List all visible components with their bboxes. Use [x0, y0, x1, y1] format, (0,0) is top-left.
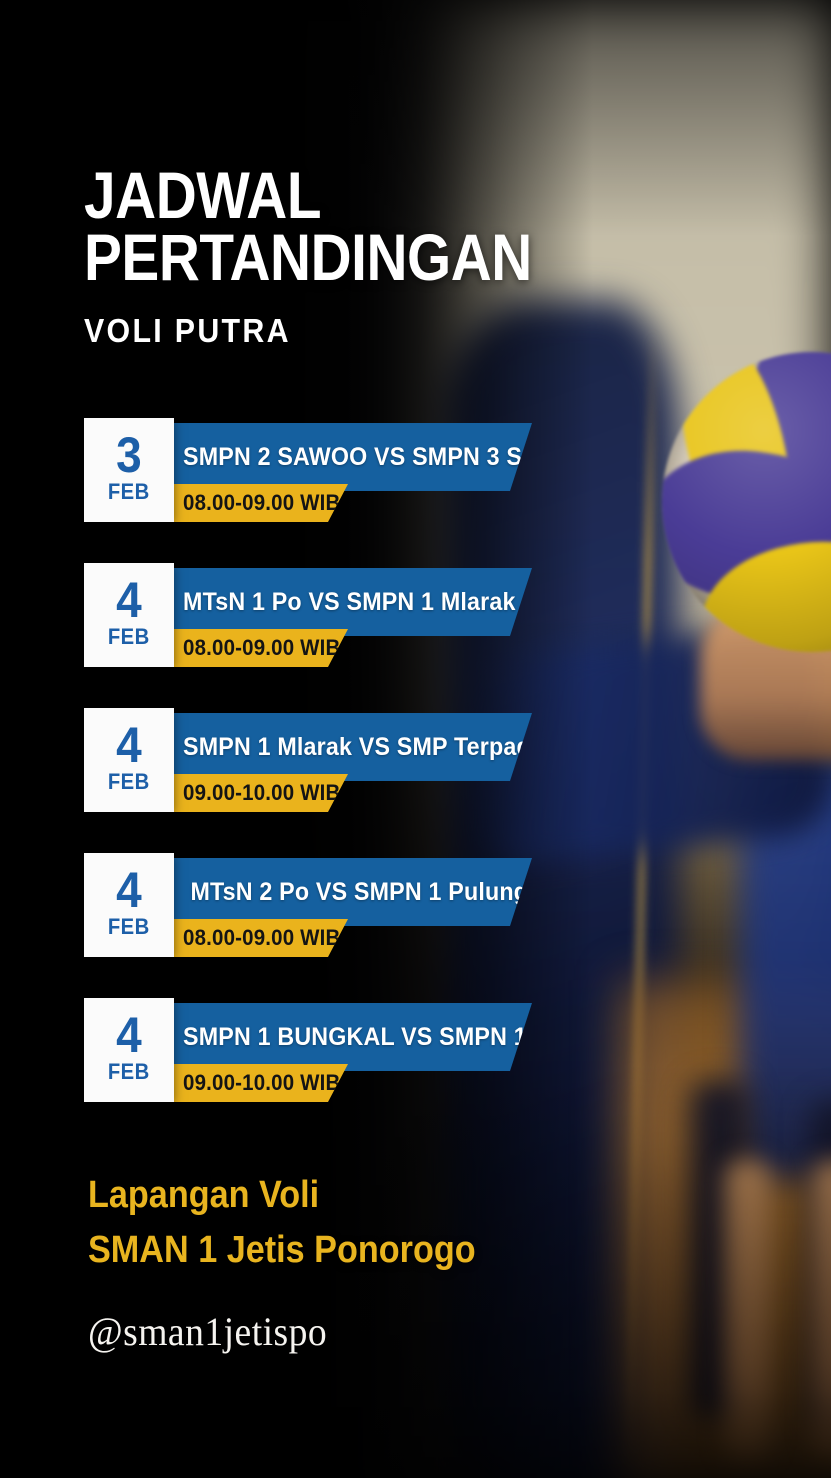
- date-month: FEB: [108, 914, 150, 939]
- schedule-row: 4 FEB MTsN 1 Po VS SMPN 1 Mlarak 08.00-0…: [0, 563, 831, 675]
- date-month: FEB: [108, 624, 150, 649]
- schedule-list: 3 FEB SMPN 2 SAWOO VS SMPN 3 SAMBIT 08.0…: [0, 418, 831, 1143]
- match-label: MTsN 1 Po VS SMPN 1 Mlarak: [183, 587, 516, 616]
- time-label: 09.00-10.00 WIB: [183, 780, 341, 805]
- match-banner: SMPN 1 BUNGKAL VS SMPN 1 SAMBIT: [170, 1003, 532, 1071]
- time-banner: 08.00-09.00 WIB: [170, 629, 348, 667]
- page-subtitle: VOLI PUTRA: [84, 312, 291, 350]
- date-day: 3: [116, 427, 142, 483]
- heading-block: JADWAL PERTANDINGAN VOLI PUTRA: [84, 158, 605, 350]
- venue-line-1: Lapangan Voli: [88, 1174, 320, 1216]
- match-banner: SMPN 2 SAWOO VS SMPN 3 SAMBIT: [170, 423, 532, 491]
- time-banner: 09.00-10.00 WIB: [170, 1064, 348, 1102]
- date-badge: 4 FEB: [84, 853, 174, 957]
- date-badge: 4 FEB: [84, 708, 174, 812]
- footer-block: Lapangan Voli SMAN 1 Jetis Ponorogo @sma…: [88, 1168, 519, 1355]
- match-label: SMPN 1 BUNGKAL VS SMPN 1 SAMBIT: [183, 1022, 624, 1051]
- schedule-row: 3 FEB SMPN 2 SAWOO VS SMPN 3 SAMBIT 08.0…: [0, 418, 831, 530]
- match-banner: MTsN 1 Po VS SMPN 1 Mlarak: [170, 568, 532, 636]
- time-label: 08.00-09.00 WIB: [183, 490, 341, 515]
- date-badge: 4 FEB: [84, 998, 174, 1102]
- date-badge: 3 FEB: [84, 418, 174, 522]
- time-banner: 08.00-09.00 WIB: [170, 484, 348, 522]
- date-day: 4: [116, 862, 142, 918]
- schedule-row: 4 FEB MTsN 2 Po VS SMPN 1 Pulung 08.00-0…: [0, 853, 831, 965]
- time-label: 08.00-09.00 WIB: [183, 925, 341, 950]
- match-banner: SMPN 1 Mlarak VS SMP Terpadu: [170, 713, 532, 781]
- date-month: FEB: [108, 1059, 150, 1084]
- page-title-line-1: JADWAL: [84, 158, 322, 232]
- match-label: SMPN 2 SAWOO VS SMPN 3 SAMBIT: [183, 442, 597, 471]
- social-handle: @sman1jetispo: [88, 1309, 328, 1355]
- date-day: 4: [116, 1007, 142, 1063]
- time-banner: 09.00-10.00 WIB: [170, 774, 348, 812]
- match-label: SMPN 1 Mlarak VS SMP Terpadu: [183, 732, 546, 761]
- time-label: 09.00-10.00 WIB: [183, 1070, 341, 1095]
- date-day: 4: [116, 572, 142, 628]
- page-title-line-2: PERTANDINGAN: [84, 220, 532, 295]
- venue-line-2: SMAN 1 Jetis Ponorogo: [88, 1229, 476, 1272]
- match-banner: MTsN 2 Po VS SMPN 1 Pulung: [170, 858, 532, 926]
- date-day: 4: [116, 717, 142, 773]
- date-month: FEB: [108, 479, 150, 504]
- schedule-row: 4 FEB SMPN 1 Mlarak VS SMP Terpadu 09.00…: [0, 708, 831, 820]
- time-banner: 08.00-09.00 WIB: [170, 919, 348, 957]
- date-badge: 4 FEB: [84, 563, 174, 667]
- match-label: MTsN 2 Po VS SMPN 1 Pulung: [190, 877, 529, 906]
- schedule-row: 4 FEB SMPN 1 BUNGKAL VS SMPN 1 SAMBIT 09…: [0, 998, 831, 1110]
- time-label: 08.00-09.00 WIB: [183, 635, 341, 660]
- date-month: FEB: [108, 769, 150, 794]
